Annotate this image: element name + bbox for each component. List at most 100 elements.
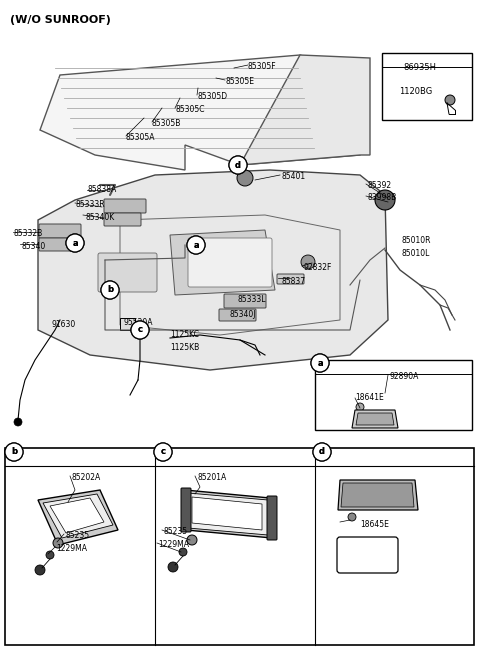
Circle shape bbox=[66, 234, 84, 252]
Text: 85235: 85235 bbox=[65, 531, 89, 540]
FancyBboxPatch shape bbox=[337, 537, 398, 573]
Text: 85340: 85340 bbox=[22, 242, 46, 251]
FancyBboxPatch shape bbox=[224, 294, 266, 308]
Text: c: c bbox=[160, 447, 166, 456]
Text: c: c bbox=[137, 325, 143, 334]
Text: b: b bbox=[11, 447, 17, 456]
FancyBboxPatch shape bbox=[98, 253, 157, 292]
Circle shape bbox=[311, 354, 329, 372]
Circle shape bbox=[131, 321, 149, 339]
Text: 85201A: 85201A bbox=[197, 473, 226, 482]
Circle shape bbox=[179, 548, 187, 556]
Text: 1120BG: 1120BG bbox=[399, 87, 432, 95]
Bar bbox=[382, 53, 472, 120]
Polygon shape bbox=[185, 490, 272, 538]
Text: 85837: 85837 bbox=[281, 277, 305, 286]
Circle shape bbox=[313, 443, 331, 461]
Polygon shape bbox=[188, 493, 268, 535]
Polygon shape bbox=[338, 480, 418, 510]
Text: 1229MA: 1229MA bbox=[158, 540, 189, 549]
Circle shape bbox=[66, 234, 84, 252]
Circle shape bbox=[101, 281, 119, 299]
FancyBboxPatch shape bbox=[277, 274, 304, 284]
Text: 85392: 85392 bbox=[368, 181, 392, 190]
Circle shape bbox=[5, 443, 23, 461]
Text: 85305E: 85305E bbox=[225, 77, 254, 86]
Text: b: b bbox=[107, 286, 113, 295]
Polygon shape bbox=[341, 483, 414, 507]
Text: 85333L: 85333L bbox=[238, 295, 266, 304]
Text: 1229MA: 1229MA bbox=[56, 544, 87, 553]
Text: 85332B: 85332B bbox=[14, 229, 43, 238]
Polygon shape bbox=[38, 490, 118, 545]
Circle shape bbox=[237, 170, 253, 186]
Text: a: a bbox=[72, 239, 78, 248]
Text: b: b bbox=[107, 286, 113, 295]
Circle shape bbox=[14, 418, 22, 426]
Text: 83998B: 83998B bbox=[368, 193, 397, 202]
Text: 85401: 85401 bbox=[282, 172, 306, 181]
Text: 92832F: 92832F bbox=[304, 263, 332, 272]
Text: 95520A: 95520A bbox=[124, 318, 154, 327]
Text: (W/O SUNROOF): (W/O SUNROOF) bbox=[10, 15, 111, 25]
Text: 85235: 85235 bbox=[163, 527, 187, 536]
Circle shape bbox=[311, 354, 329, 372]
Polygon shape bbox=[43, 494, 113, 538]
Circle shape bbox=[154, 443, 172, 461]
FancyBboxPatch shape bbox=[104, 199, 146, 213]
Text: 85305A: 85305A bbox=[126, 133, 156, 142]
Text: 86935H: 86935H bbox=[404, 63, 436, 72]
FancyBboxPatch shape bbox=[120, 318, 135, 330]
Text: 1125KC: 1125KC bbox=[170, 330, 199, 339]
FancyBboxPatch shape bbox=[188, 238, 272, 287]
Text: a: a bbox=[72, 239, 78, 248]
Text: a: a bbox=[193, 241, 199, 250]
FancyBboxPatch shape bbox=[219, 309, 256, 321]
Circle shape bbox=[445, 95, 455, 105]
Circle shape bbox=[356, 403, 364, 411]
Text: 85333R: 85333R bbox=[76, 200, 106, 209]
Text: 18641E: 18641E bbox=[355, 393, 384, 402]
Circle shape bbox=[313, 443, 331, 461]
Text: 85305D: 85305D bbox=[197, 92, 227, 101]
Polygon shape bbox=[192, 497, 262, 530]
Text: 85838A: 85838A bbox=[88, 185, 117, 194]
Polygon shape bbox=[356, 413, 394, 425]
FancyBboxPatch shape bbox=[104, 213, 141, 226]
Text: 1125KB: 1125KB bbox=[170, 343, 199, 352]
FancyBboxPatch shape bbox=[181, 488, 191, 532]
Text: 85010R: 85010R bbox=[402, 236, 432, 245]
Text: 91630: 91630 bbox=[52, 320, 76, 329]
Text: 92890A: 92890A bbox=[390, 372, 420, 381]
Circle shape bbox=[131, 321, 149, 339]
Circle shape bbox=[187, 236, 205, 254]
Text: 85340J: 85340J bbox=[230, 310, 256, 319]
Circle shape bbox=[5, 443, 23, 461]
Circle shape bbox=[229, 156, 247, 174]
Polygon shape bbox=[352, 410, 398, 428]
Circle shape bbox=[187, 535, 197, 545]
FancyBboxPatch shape bbox=[267, 496, 277, 540]
Text: d: d bbox=[319, 447, 325, 456]
Text: a: a bbox=[193, 241, 199, 250]
Text: d: d bbox=[235, 160, 241, 170]
Bar bbox=[5, 448, 474, 645]
Circle shape bbox=[101, 281, 119, 299]
Polygon shape bbox=[50, 498, 104, 533]
Text: 85305B: 85305B bbox=[152, 119, 181, 128]
Text: 18645E: 18645E bbox=[360, 520, 389, 529]
Text: 85202A: 85202A bbox=[72, 473, 101, 482]
Circle shape bbox=[375, 190, 395, 210]
Text: a: a bbox=[317, 359, 323, 368]
Text: 85305C: 85305C bbox=[175, 105, 204, 114]
Circle shape bbox=[46, 551, 54, 559]
Text: d: d bbox=[319, 447, 325, 456]
Text: 85340K: 85340K bbox=[85, 213, 114, 222]
Circle shape bbox=[229, 156, 247, 174]
Circle shape bbox=[348, 513, 356, 521]
Text: b: b bbox=[11, 447, 17, 456]
Bar bbox=[315, 360, 472, 430]
Text: c: c bbox=[137, 325, 143, 334]
Circle shape bbox=[301, 255, 315, 269]
Polygon shape bbox=[170, 230, 275, 295]
